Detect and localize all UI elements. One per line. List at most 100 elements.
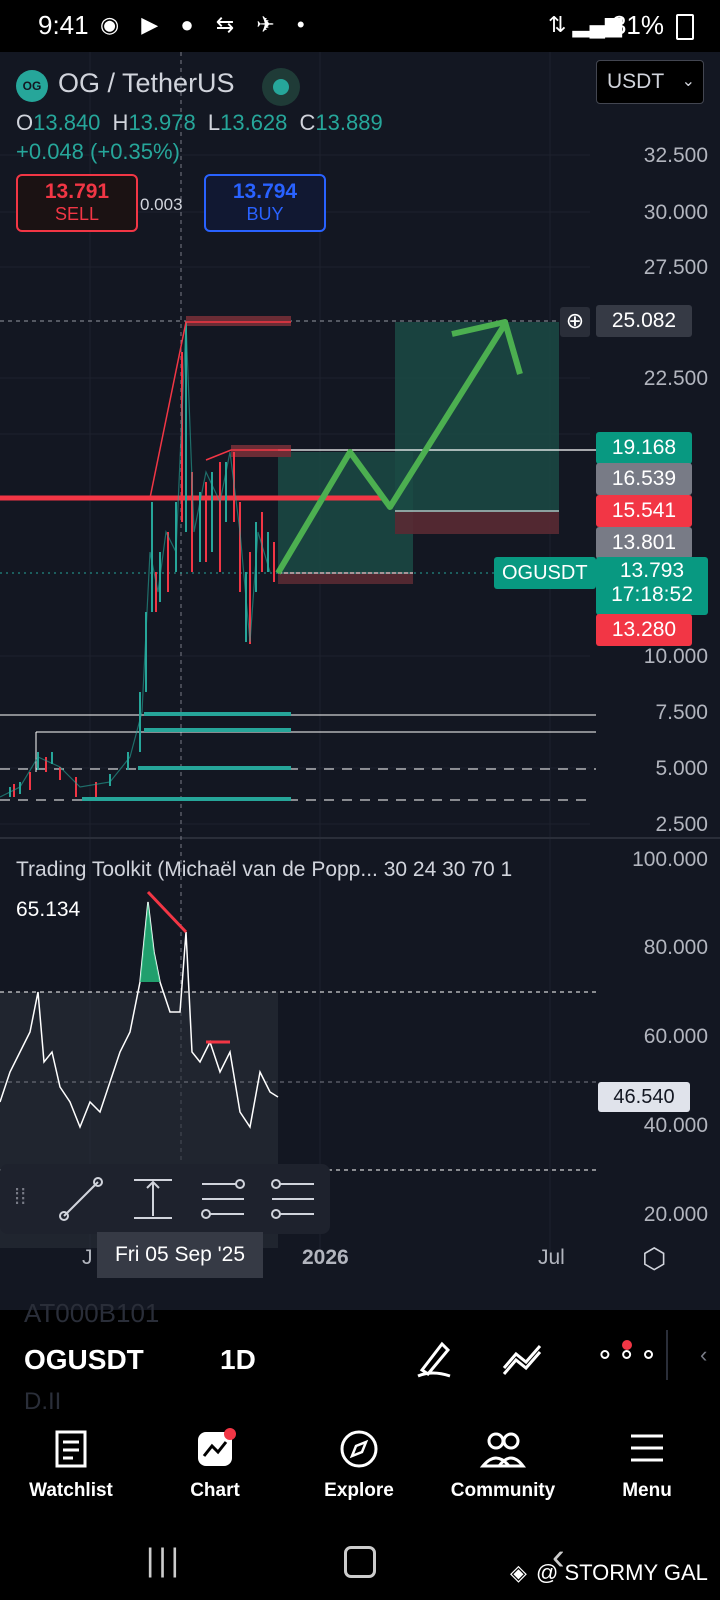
change-text: +0.048 (+0.35%) (16, 139, 180, 164)
indicator-title[interactable]: Trading Toolkit (Michaël van de Popp... … (16, 858, 513, 881)
time-axis-label: J (82, 1246, 93, 1269)
community-icon (479, 1432, 527, 1468)
long-entry-zone (278, 452, 413, 572)
crosshair-add-icon[interactable]: ⊕ (560, 307, 590, 337)
battery-icon (676, 14, 694, 40)
bottom-navigation: Watchlist Chart Explore Community Menu (0, 1418, 720, 1528)
buy-price: 13.794 (232, 180, 298, 203)
price-tag-grey-2: 13.801 (596, 527, 692, 559)
nav-explore-label: Explore (324, 1480, 394, 1501)
toolbar-symbol[interactable]: OGUSDT (24, 1344, 144, 1375)
status-time: 9:41 (38, 10, 89, 40)
chevron-left-icon[interactable]: ‹ (700, 1342, 708, 1367)
nav-menu-label: Menu (622, 1480, 672, 1501)
indicator-current-tag: 46.540 (598, 1082, 690, 1112)
toolbar-interval[interactable]: 1D (220, 1344, 256, 1375)
price-axis-label: 2.500 (655, 813, 708, 836)
spread-value: 0.003 (140, 195, 183, 214)
nav-community[interactable]: Community (438, 1428, 568, 1502)
status-bar: 9:41 ◉ ▶ ● ⇆ ✈ • ⇅ ▂▄▆ 31% (0, 0, 720, 52)
price-chart[interactable] (0, 52, 720, 1310)
time-axis-label: Jul (538, 1246, 565, 1269)
nav-chart-label: Chart (190, 1480, 240, 1501)
current-price: 13.793 (619, 559, 685, 582)
indicator-axis-label: 100.000 (632, 848, 708, 871)
buy-label: BUY (246, 204, 284, 224)
recent-apps-icon[interactable]: ||| (146, 1542, 183, 1578)
projection-arrow (275, 322, 508, 575)
nav-community-label: Community (450, 1480, 556, 1501)
long-target-zone (395, 322, 559, 512)
indicators-icon[interactable] (500, 1338, 548, 1378)
sell-button[interactable]: 13.791 SELL (16, 174, 138, 232)
resistance-box (186, 316, 291, 326)
chart-bottom-toolbar: AT000B101 OGUSDT 1D D.II ⚬⚬⚬ ‹ (0, 1298, 720, 1418)
market-open-dot (262, 68, 300, 106)
currency-select-value: USDT (607, 70, 665, 93)
indicator-axis-label: 80.000 (643, 936, 708, 959)
watermark-logo-icon: ◈ (510, 1560, 527, 1585)
chart-area[interactable]: OG OG / TetherUS USDT ⌄ O13.840 H13.978 … (0, 52, 720, 1310)
indicator-axis-label: 20.000 (643, 1203, 708, 1226)
ohlc-close: 13.889 (315, 110, 383, 135)
ohlc-open: 13.840 (33, 110, 101, 135)
indicator-value: 65.134 (16, 898, 81, 921)
pencil-icon[interactable] (414, 1336, 454, 1380)
symbol-title[interactable]: OG / TetherUS (58, 68, 235, 98)
red-trend-line (149, 321, 291, 499)
price-axis-label: 5.000 (655, 757, 708, 780)
price-tag-green: 19.168 (596, 432, 692, 464)
price-tag-red: 15.541 (596, 495, 692, 527)
divider (666, 1330, 668, 1380)
resistance-box-2 (231, 445, 291, 457)
chevron-down-icon: ⌄ (681, 73, 695, 90)
home-icon[interactable] (344, 1546, 376, 1578)
bar-countdown: 17:18:52 (611, 583, 693, 606)
drag-handle-icon[interactable]: ⁞⁞ (14, 1184, 27, 1209)
notification-dot (622, 1340, 632, 1350)
symbol-price-label: OGUSDT (494, 557, 596, 589)
fib-tool-icon[interactable] (198, 1174, 248, 1224)
watchlist-icon (55, 1430, 87, 1468)
pattern-tool-icon[interactable] (268, 1174, 318, 1224)
indicator-axis-label: 60.000 (643, 1025, 708, 1048)
system-navigation: ||| ‹ ◈ @ STORMY GAL (0, 1528, 720, 1600)
price-tag-grey: 16.539 (596, 463, 692, 495)
watermark-text: @ STORMY GAL (536, 1560, 708, 1585)
back-icon[interactable]: ‹ (552, 1536, 565, 1578)
time-axis-crosshair-date: Fri 05 Sep '25 (97, 1232, 263, 1278)
time-axis-label: 2026 (302, 1246, 349, 1269)
buy-button[interactable]: 13.794 BUY (204, 174, 326, 232)
price-axis-label: 30.000 (643, 201, 708, 224)
current-price-tag: 13.793 17:18:52 (596, 557, 708, 615)
price-tag-red-2: 13.280 (596, 614, 692, 646)
ohlc-high-label: H (112, 110, 129, 135)
price-axis-label: 27.500 (643, 256, 708, 279)
currency-select[interactable]: USDT ⌄ (596, 60, 704, 104)
sell-price: 13.791 (44, 180, 110, 203)
sell-label: SELL (54, 204, 100, 224)
ohlc-row: O13.840 H13.978 L13.628 C13.889 (16, 110, 383, 136)
notification-icons: ◉ ▶ ● ⇆ ✈ • (100, 12, 313, 37)
price-axis-label: 22.500 (643, 367, 708, 390)
menu-icon (631, 1434, 663, 1462)
stop-zone-2 (278, 572, 413, 584)
battery-text: 31% (611, 10, 664, 40)
nav-watchlist[interactable]: Watchlist (6, 1428, 136, 1502)
price-axis-label: 7.500 (655, 701, 708, 724)
price-axis-label: 10.000 (643, 645, 708, 668)
settings-hex-icon[interactable]: ⬡ (642, 1243, 667, 1274)
price-axis-label: 32.500 (643, 144, 708, 167)
measure-tool-icon[interactable] (128, 1174, 178, 1224)
trend-line-tool-icon[interactable] (56, 1174, 106, 1224)
chart-icon (198, 1428, 236, 1466)
nav-menu[interactable]: Menu (582, 1428, 712, 1502)
compass-icon (340, 1430, 378, 1468)
nav-chart[interactable]: Chart (150, 1428, 280, 1502)
ohlc-open-label: O (16, 110, 34, 135)
ohlc-close-label: C (299, 110, 316, 135)
signal-icon: ⇅ ▂▄▆ (548, 12, 622, 37)
indicator-axis-label: 40.000 (643, 1114, 708, 1137)
nav-explore[interactable]: Explore (294, 1428, 424, 1502)
nav-watchlist-label: Watchlist (29, 1480, 113, 1501)
